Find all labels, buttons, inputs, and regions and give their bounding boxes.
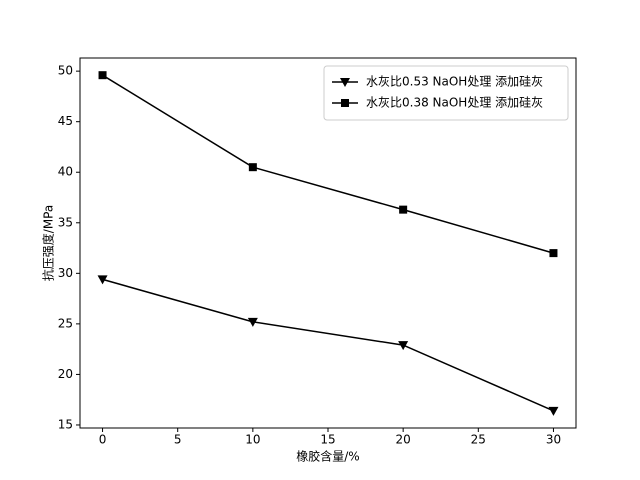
y-tick-label: 25 <box>58 316 73 330</box>
y-tick-label: 40 <box>58 165 73 179</box>
data-point <box>248 163 257 172</box>
x-tick-label: 5 <box>174 433 182 447</box>
legend-label: 水灰比0.38 NaOH处理 添加硅灰 <box>366 96 543 110</box>
legend-marker <box>341 99 349 107</box>
y-tick-label: 15 <box>58 417 73 431</box>
y-tick-label: 45 <box>58 114 73 128</box>
x-axis-label: 橡胶含量/% <box>296 449 359 464</box>
x-tick-label: 25 <box>471 433 486 447</box>
x-tick-label: 15 <box>320 433 335 447</box>
series-line <box>102 74 554 254</box>
x-tick-label: 10 <box>245 433 260 447</box>
y-tick-label: 20 <box>58 367 73 381</box>
legend-label: 水灰比0.53 NaOH处理 添加硅灰 <box>366 75 543 89</box>
data-point <box>399 205 408 214</box>
data-point <box>98 71 107 80</box>
legend-box <box>323 65 569 121</box>
x-tick-label: 0 <box>99 433 107 447</box>
data-point <box>549 249 558 258</box>
legend-marker <box>340 78 350 87</box>
plot-frame <box>79 57 577 429</box>
x-tick-label: 30 <box>546 433 561 447</box>
x-tick-label: 20 <box>396 433 411 447</box>
data-point <box>97 275 108 285</box>
y-tick-label: 35 <box>58 215 73 229</box>
y-tick-label: 30 <box>58 266 73 280</box>
y-tick-label: 50 <box>58 64 73 78</box>
data-point <box>548 406 559 416</box>
y-axis-label: 抗压强度/MPa <box>41 205 56 281</box>
data-point <box>398 341 409 351</box>
series-line <box>102 278 554 412</box>
data-point <box>247 317 258 327</box>
